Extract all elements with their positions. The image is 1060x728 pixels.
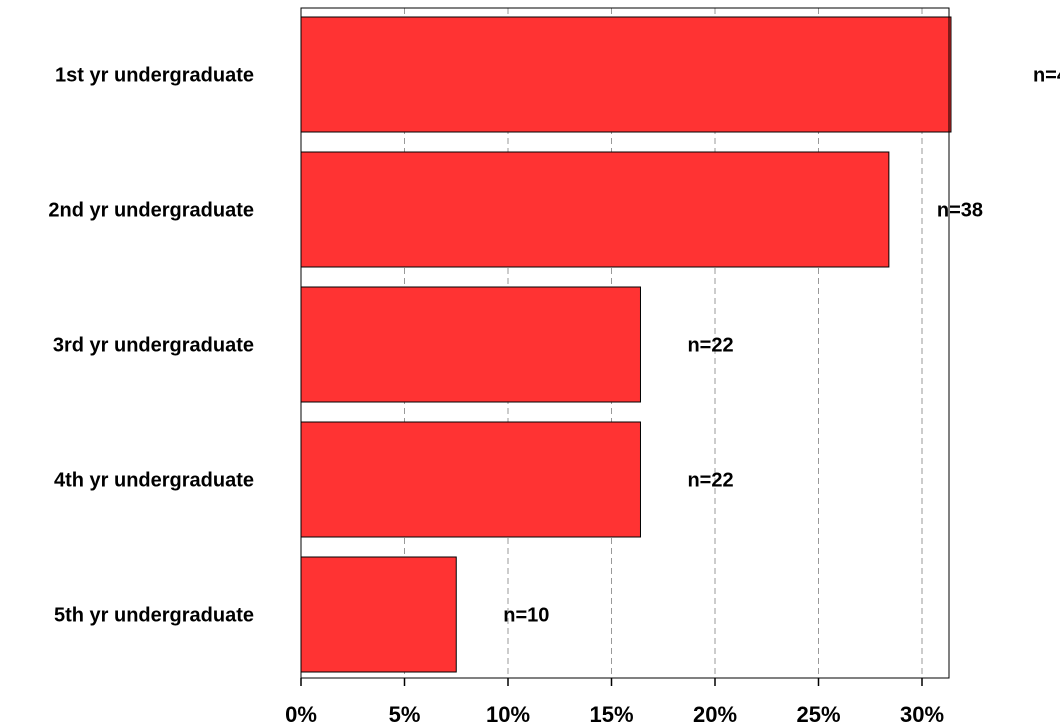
x-axis-ticks: 0% 5% 10% 15% 20% 25% 30%: [285, 678, 944, 727]
x-tick-label: 5%: [389, 702, 421, 727]
data-label: n=22: [687, 470, 733, 492]
x-tick-label: 15%: [589, 702, 633, 727]
x-tick-label: 20%: [693, 702, 737, 727]
category-label: 5th yr undergraduate: [54, 605, 254, 627]
x-tick-label: 25%: [796, 702, 840, 727]
x-tick-label: 10%: [486, 702, 530, 727]
data-label: n=22: [687, 335, 733, 357]
data-labels: n=42 n=38 n=22 n=22 n=10: [503, 65, 1060, 627]
data-label: n=10: [503, 605, 549, 627]
category-labels: 1st yr undergraduate 2nd yr undergraduate…: [48, 65, 254, 627]
bar: [300, 286, 641, 403]
x-tick-label: 0%: [285, 702, 317, 727]
bar: [300, 556, 457, 673]
x-tick-label: 30%: [900, 702, 944, 727]
category-label: 1st yr undergraduate: [55, 65, 254, 87]
category-label: 4th yr undergraduate: [54, 470, 254, 492]
category-label: 2nd yr undergraduate: [48, 200, 254, 222]
plot-area-frame: [300, 7, 950, 679]
data-label: n=38: [937, 200, 983, 222]
bar: [300, 151, 890, 268]
bar: [300, 421, 641, 538]
data-label: n=42: [1033, 65, 1060, 87]
category-label: 3rd yr undergraduate: [53, 335, 254, 357]
bar: [300, 16, 952, 133]
bars: [300, 16, 952, 673]
